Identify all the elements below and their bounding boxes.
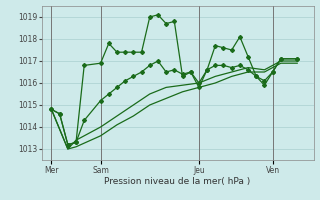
X-axis label: Pression niveau de la mer( hPa ): Pression niveau de la mer( hPa ): [104, 177, 251, 186]
